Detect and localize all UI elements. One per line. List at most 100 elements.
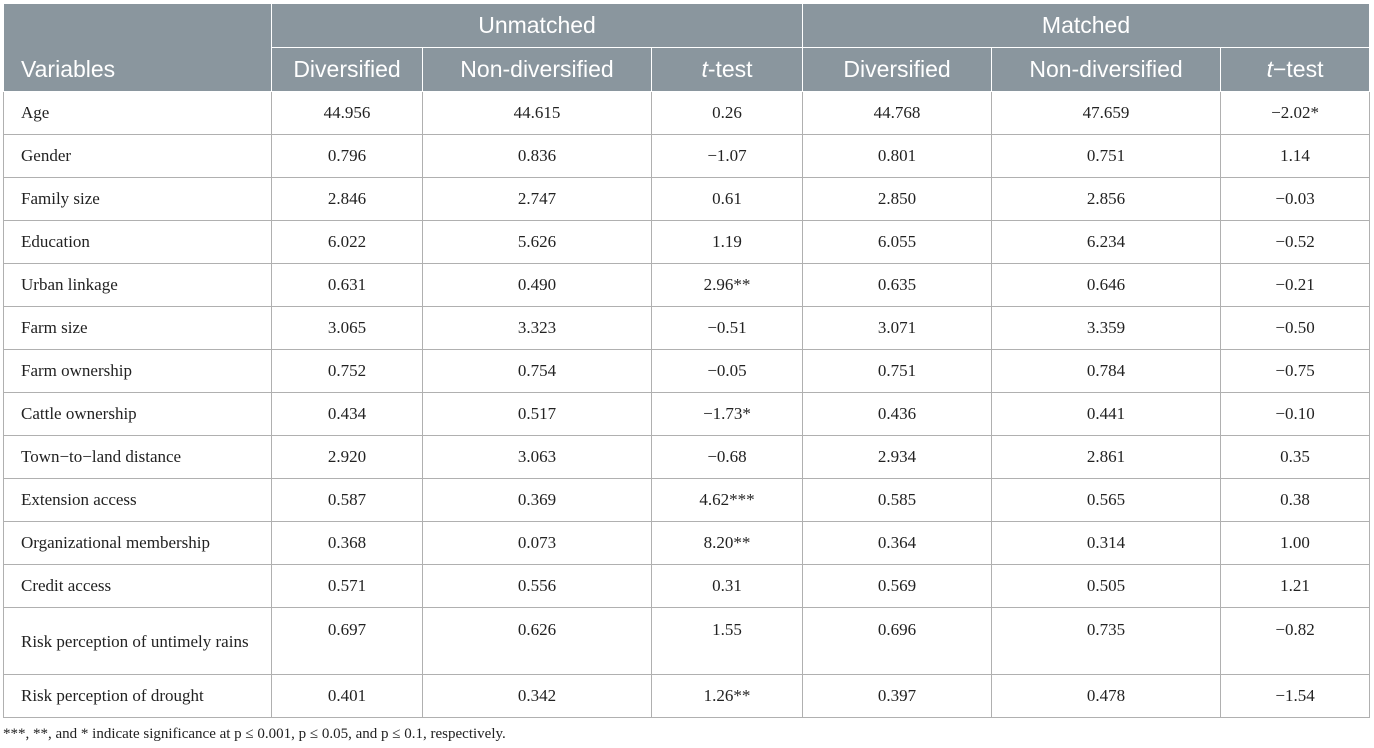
table-row: Farm ownership 0.752 0.754 −0.05 0.751 0.784−… (3, 349, 1371, 393)
variable-label: Town−to−land distance (3, 435, 272, 479)
balancing-test-table: Variables Unmatched Matched Diversified … (3, 3, 1371, 718)
matched-diversified-cell: 0.751 (802, 349, 993, 393)
matched-non-diversified-cell: 2.861 (991, 435, 1222, 479)
unmatched-diversified-cell: 44.956 (271, 91, 423, 135)
unmatched-diversified-cell: 2.846 (271, 177, 423, 221)
table-row: Cattle ownership 0.434 0.517 −1.73* 0.436 0.4… (3, 392, 1371, 436)
unmatched-diversified-cell: 2.920 (271, 435, 423, 479)
table-row: Extension access 0.587 0.369 4.62*** 0.585 0.… (3, 478, 1371, 522)
unmatched-t-test-cell: −0.51 (650, 306, 804, 350)
unmatched-diversified-cell: 3.065 (271, 306, 423, 350)
unmatched-non-diversified-cell: 3.323 (422, 306, 652, 350)
table-row: Risk perception of untimely rains 0.697 0.… (3, 607, 1371, 675)
unmatched-t-test-cell: 2.96** (650, 263, 804, 307)
variable-label: Age (3, 91, 272, 135)
unmatched-t-test-cell: −1.07 (650, 134, 804, 178)
unmatched-non-diversified-cell: 0.342 (422, 674, 652, 718)
unmatched-t-test-cell: 0.61 (650, 177, 804, 221)
unmatched-non-diversified-header: Non-diversified (422, 47, 652, 92)
unmatched-t-test-header: t-test (650, 47, 804, 92)
table-body: Age 44.956 44.615 0.26 44.768 47.659 −2.02* Gen… (3, 91, 1371, 718)
matched-diversified-cell: 0.436 (802, 392, 993, 436)
test-suffix: -test (707, 56, 753, 82)
unmatched-non-diversified-cell: 0.517 (422, 392, 652, 436)
variable-label: Urban linkage (3, 263, 272, 307)
unmatched-diversified-cell: 0.631 (271, 263, 423, 307)
table-row: Risk perception of drought 0.401 0.342 1.26… (3, 674, 1371, 718)
unmatched-diversified-header: Diversified (271, 47, 423, 92)
matched-diversified-cell: 0.635 (802, 263, 993, 307)
unmatched-t-test-cell: −0.05 (650, 349, 804, 393)
matched-diversified-cell: 3.071 (802, 306, 993, 350)
unmatched-t-test-cell: −0.68 (650, 435, 804, 479)
variable-label: Farm size (3, 306, 272, 350)
variables-header: Variables (3, 3, 272, 92)
unmatched-non-diversified-cell: 2.747 (422, 177, 652, 221)
unmatched-non-diversified-cell: 0.490 (422, 263, 652, 307)
matched-non-diversified-cell: 47.659 (991, 91, 1222, 135)
unmatched-diversified-cell: 0.697 (271, 607, 423, 675)
unmatched-t-test-cell: 1.26** (650, 674, 804, 718)
variable-label: Education (3, 220, 272, 264)
matched-non-diversified-cell: 0.646 (991, 263, 1222, 307)
unmatched-diversified-cell: 0.401 (271, 674, 423, 718)
matched-non-diversified-cell: 0.441 (991, 392, 1222, 436)
matched-diversified-cell: 44.768 (802, 91, 993, 135)
matched-t-test-cell: 0.38 (1220, 478, 1371, 522)
matched-non-diversified-cell: 0.751 (991, 134, 1222, 178)
variable-label: Family size (3, 177, 272, 221)
variable-label: Farm ownership (3, 349, 272, 393)
unmatched-diversified-cell: 0.796 (271, 134, 423, 178)
matched-non-diversified-header: Non-diversified (991, 47, 1222, 92)
unmatched-group-header: Unmatched (270, 3, 804, 48)
unmatched-non-diversified-cell: 0.556 (422, 564, 652, 608)
unmatched-non-diversified-cell: 0.836 (422, 134, 652, 178)
unmatched-non-diversified-cell: 0.626 (422, 607, 652, 675)
matched-t-test-cell: 1.21 (1220, 564, 1371, 608)
matched-t-test-cell: −0.52 (1220, 220, 1371, 264)
table-row: Organizational membership 0.368 0.073 8.20*… (3, 521, 1371, 565)
matched-diversified-cell: 0.696 (802, 607, 993, 675)
table-row: Urban linkage 0.631 0.490 2.96** 0.635 0.646−… (3, 263, 1371, 307)
matched-t-test-cell: −2.02* (1220, 91, 1371, 135)
variable-label: Gender (3, 134, 272, 178)
variable-label: Risk perception of drought (3, 674, 272, 718)
matched-group-header: Matched (802, 3, 1371, 48)
matched-non-diversified-cell: 6.234 (991, 220, 1222, 264)
unmatched-diversified-cell: 0.368 (271, 521, 423, 565)
matched-diversified-cell: 6.055 (802, 220, 993, 264)
variable-label: Credit access (3, 564, 272, 608)
unmatched-diversified-cell: 0.434 (271, 392, 423, 436)
unmatched-diversified-cell: 0.587 (271, 478, 423, 522)
table-row: Family size 2.846 2.747 0.61 2.850 2.856 −0.03 (3, 177, 1371, 221)
matched-diversified-cell: 0.585 (802, 478, 993, 522)
results-table-container: Variables Unmatched Matched Diversified … (3, 3, 1371, 743)
t-italic: t (701, 56, 708, 82)
unmatched-diversified-cell: 0.571 (271, 564, 423, 608)
unmatched-t-test-cell: 1.19 (650, 220, 804, 264)
unmatched-t-test-cell: 0.26 (650, 91, 804, 135)
unmatched-t-test-cell: 4.62*** (650, 478, 804, 522)
matched-t-test-header: t−test (1220, 47, 1371, 92)
table-row: Education 6.022 5.626 1.19 6.055 6.234 −0.52 (3, 220, 1371, 264)
variable-label: Extension access (3, 478, 272, 522)
matched-t-test-cell: −0.21 (1220, 263, 1371, 307)
matched-t-test-cell: −0.03 (1220, 177, 1371, 221)
unmatched-diversified-cell: 0.752 (271, 349, 423, 393)
table-row: Farm size 3.065 3.323 −0.51 3.071 3.359 −0.50 (3, 306, 1371, 350)
matched-non-diversified-cell: 0.478 (991, 674, 1222, 718)
table-row: Gender 0.796 0.836 −1.07 0.801 0.751 1.14 (3, 134, 1371, 178)
table-row: Age 44.956 44.615 0.26 44.768 47.659 −2.02* (3, 91, 1371, 135)
unmatched-non-diversified-cell: 0.073 (422, 521, 652, 565)
test-suffix: −test (1272, 56, 1324, 82)
matched-non-diversified-cell: 0.784 (991, 349, 1222, 393)
unmatched-t-test-cell: 1.55 (650, 607, 804, 675)
matched-t-test-cell: 0.35 (1220, 435, 1371, 479)
variable-label: Organizational membership (3, 521, 272, 565)
unmatched-t-test-cell: 0.31 (650, 564, 804, 608)
variable-label: Cattle ownership (3, 392, 272, 436)
matched-non-diversified-cell: 2.856 (991, 177, 1222, 221)
matched-t-test-cell: −0.82 (1220, 607, 1371, 675)
matched-non-diversified-cell: 0.314 (991, 521, 1222, 565)
matched-t-test-cell: −0.75 (1220, 349, 1371, 393)
